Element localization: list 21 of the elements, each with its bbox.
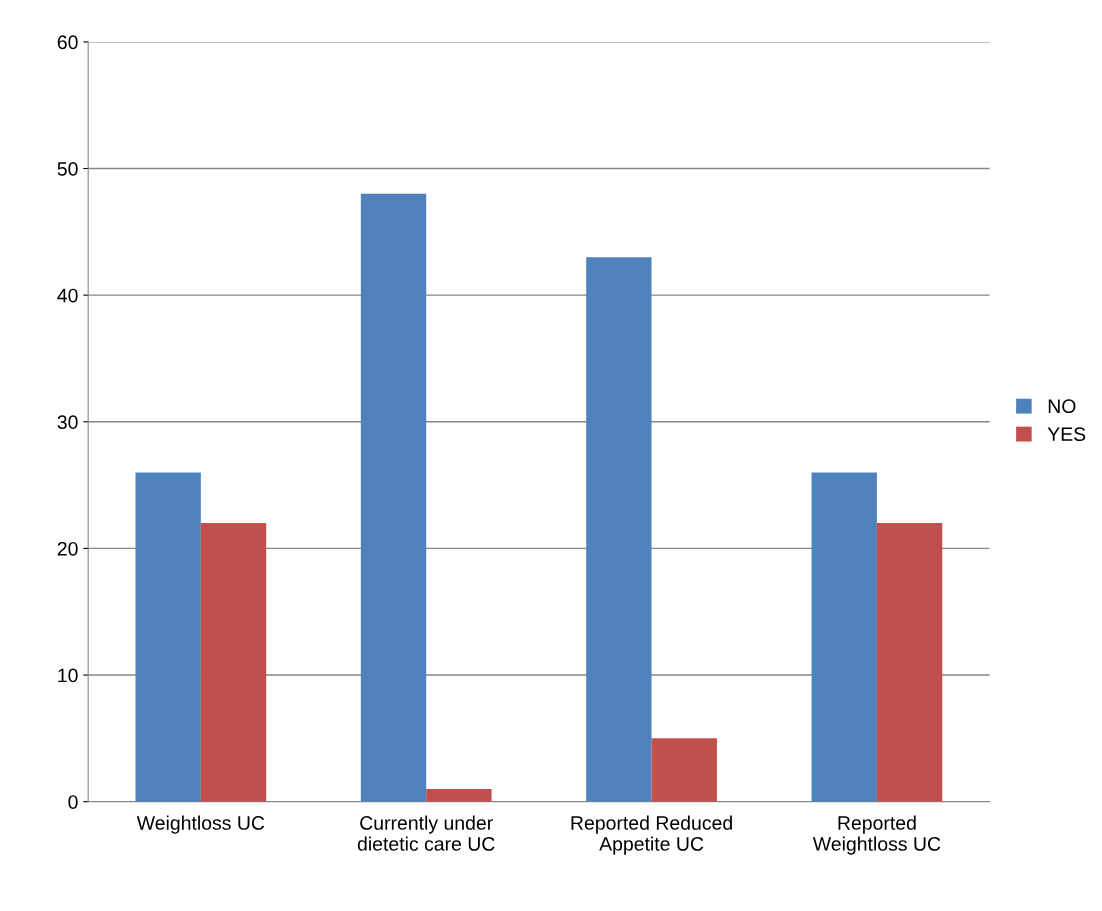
x-tick-label: Weightloss UC [136,815,265,834]
y-tick-label: 30 [57,415,78,430]
y-tick-label: 40 [57,288,78,303]
y-tick-label: 10 [58,668,78,683]
x-tick-label: Reported Reduced Appetite UC [571,815,732,855]
bar [360,193,427,802]
bar [135,472,201,802]
bar [200,523,267,802]
bar [586,257,652,802]
y-tick-label: 0 [68,795,78,809]
legend-label: NO [1048,399,1076,414]
bar [876,523,943,802]
legend-label: YES [1047,427,1086,442]
bar [651,738,717,802]
y-tick-label: 60 [57,35,78,50]
y-tick-label: 50 [57,162,78,176]
y-tick-label: 20 [57,541,78,556]
x-tick-label: Currently under dietetic care UC [357,815,495,851]
x-tick-label: Reported Weightloss UC [812,815,941,855]
bar [811,472,877,802]
bar [426,789,492,802]
